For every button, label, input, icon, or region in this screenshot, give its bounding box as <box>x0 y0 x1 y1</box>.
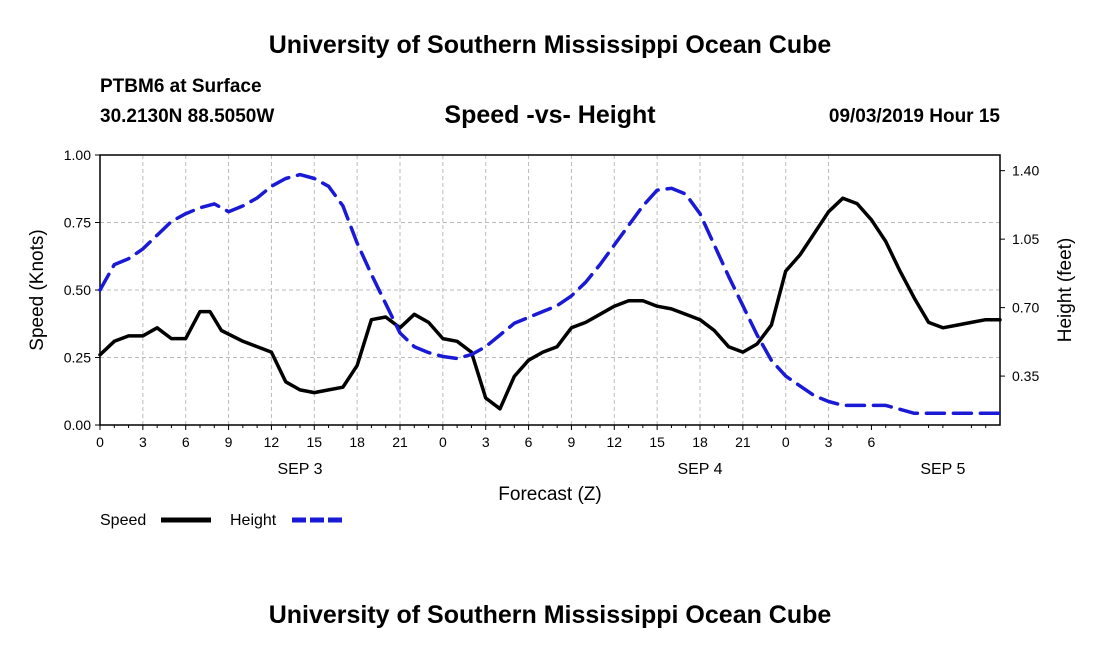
legend-height-label: Height <box>230 512 277 529</box>
station-coords: 30.2130N 88.5050W <box>100 106 275 127</box>
y-axis-title-right: Height (feet) <box>1055 238 1076 343</box>
chart-title: Speed -vs- Height <box>444 101 656 129</box>
y-right-tick-label: 1.40 <box>1012 163 1039 179</box>
x-tick-label: 3 <box>825 434 833 450</box>
x-tick-label: 12 <box>264 434 280 450</box>
day-label: SEP 5 <box>920 461 965 478</box>
day-label: SEP 3 <box>277 461 322 478</box>
x-tick-label: 3 <box>482 434 490 450</box>
x-tick-label: 6 <box>868 434 876 450</box>
x-tick-label: 0 <box>96 434 104 450</box>
x-tick-label: 0 <box>439 434 447 450</box>
x-axis-title: Forecast (Z) <box>498 484 601 505</box>
forecast-datetime: 09/03/2019 Hour 15 <box>828 106 1000 127</box>
x-tick-label: 15 <box>306 434 322 450</box>
x-tick-label: 9 <box>568 434 576 450</box>
speed-series-line <box>98 196 1002 411</box>
y-right-tick-label: 0.70 <box>1012 300 1039 316</box>
y-left-tick-label: 0.25 <box>64 350 91 366</box>
x-tick-label: 15 <box>649 434 665 450</box>
page-title-bottom: University of Southern Mississippi Ocean… <box>268 601 832 629</box>
day-label: SEP 4 <box>677 461 722 478</box>
x-tick-label: 3 <box>139 434 147 450</box>
x-tick-label: 21 <box>392 434 408 450</box>
y-left-tick-label: 0.75 <box>64 215 91 231</box>
x-tick-label: 12 <box>606 434 622 450</box>
y-left-tick-label: 1.00 <box>64 147 91 163</box>
station-name: PTBM6 at Surface <box>100 76 262 97</box>
y-axis-title-left: Speed (Knots) <box>27 229 48 350</box>
y-right-tick-label: 1.05 <box>1012 231 1039 247</box>
legend-speed-label: Speed <box>100 512 146 529</box>
y-left-tick-label: 0.50 <box>64 282 91 298</box>
x-tick-label: 0 <box>782 434 790 450</box>
x-tick-label: 6 <box>525 434 533 450</box>
x-tick-label: 21 <box>735 434 751 450</box>
y-left-tick-label: 0.00 <box>64 417 91 433</box>
x-tick-label: 6 <box>182 434 190 450</box>
height-series-line <box>98 172 1002 416</box>
y-right-tick-label: 0.35 <box>1012 368 1039 384</box>
x-tick-label: 18 <box>349 434 365 450</box>
page-title-top: University of Southern Mississippi Ocean… <box>268 31 832 59</box>
x-tick-label: 9 <box>225 434 233 450</box>
x-tick-label: 18 <box>692 434 708 450</box>
